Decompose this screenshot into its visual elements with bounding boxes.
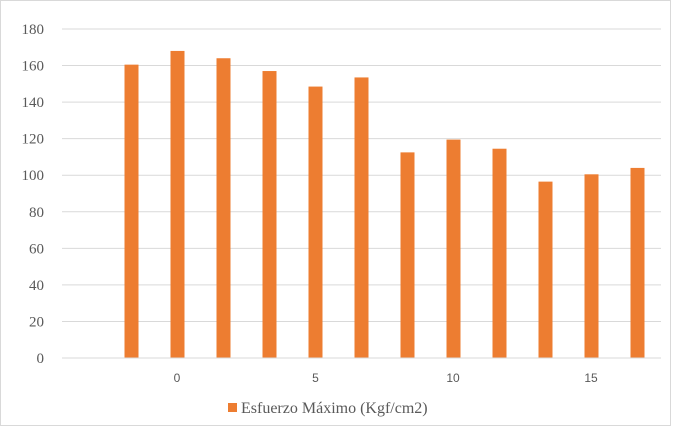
bar xyxy=(584,174,599,358)
legend-label: Esfuerzo Máximo (Kgf/cm2) xyxy=(241,400,428,417)
legend: Esfuerzo Máximo (Kgf/cm2) xyxy=(228,400,428,417)
legend-swatch xyxy=(228,403,237,412)
bar xyxy=(216,58,231,358)
x-tick-label: 15 xyxy=(584,371,598,385)
y-tick-label: 140 xyxy=(22,95,45,111)
bar xyxy=(492,148,507,358)
bars xyxy=(124,50,645,359)
bar xyxy=(400,152,415,358)
y-tick-label: 120 xyxy=(22,132,45,148)
y-tick-label: 60 xyxy=(29,241,44,257)
bar xyxy=(630,167,645,358)
y-tick-label: 180 xyxy=(22,22,45,38)
x-axis-labels: 0 5 10 15 xyxy=(174,371,598,385)
y-tick-label: 0 xyxy=(37,351,45,367)
bar xyxy=(124,64,139,359)
bar xyxy=(446,139,461,358)
bar xyxy=(538,181,553,358)
x-tick-label: 10 xyxy=(446,371,460,385)
y-tick-label: 100 xyxy=(22,168,45,184)
x-tick-label: 5 xyxy=(312,371,319,385)
bar xyxy=(308,86,323,358)
bar xyxy=(354,77,369,359)
y-tick-label: 80 xyxy=(29,205,44,221)
y-axis-labels: 0 20 40 60 80 100 120 140 160 180 xyxy=(22,22,45,367)
y-tick-label: 160 xyxy=(22,59,45,75)
y-tick-label: 40 xyxy=(29,278,44,294)
bar xyxy=(170,50,185,358)
x-tick-label: 0 xyxy=(174,371,181,385)
bar xyxy=(262,71,277,359)
y-tick-label: 20 xyxy=(29,314,44,330)
